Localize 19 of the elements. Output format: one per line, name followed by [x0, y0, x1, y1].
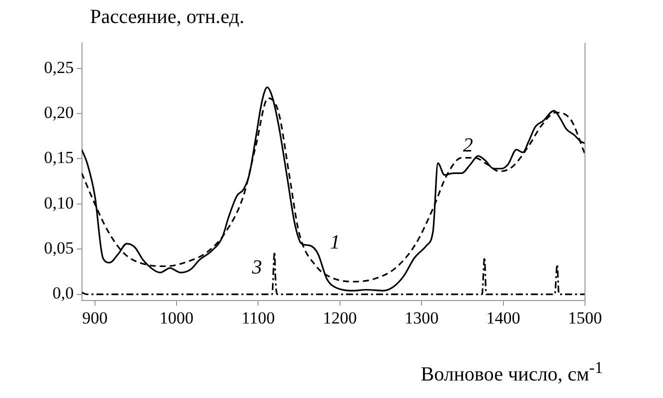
line-series — [82, 250, 585, 296]
y-tick-label: 0,15 — [44, 148, 74, 168]
y-tick-label: 0,25 — [44, 58, 74, 77]
x-tick-label: 1300 — [404, 308, 439, 328]
y-tick-label: 0,05 — [44, 238, 74, 258]
y-tick-label: 0,10 — [44, 193, 74, 212]
y-axis-title: Рассеяние, отн.ед. — [90, 6, 244, 29]
series-label: 3 — [251, 256, 262, 278]
x-tick-label: 1100 — [242, 308, 275, 328]
x-axis-title: Волновое число, см$^{-1}$ — [420, 358, 603, 387]
series-label: 1 — [330, 231, 340, 254]
y-tick-label: 0,20 — [44, 102, 74, 122]
x-tick-label: 1500 — [568, 308, 602, 328]
x-tick-label: 1200 — [322, 308, 357, 328]
x-tick-label: 900 — [82, 308, 108, 328]
series-label: 2 — [463, 134, 473, 156]
x-tick-label: 1400 — [486, 308, 520, 328]
x-tick-label: 1000 — [160, 308, 194, 328]
y-tick-label: 0,0 — [52, 284, 74, 303]
